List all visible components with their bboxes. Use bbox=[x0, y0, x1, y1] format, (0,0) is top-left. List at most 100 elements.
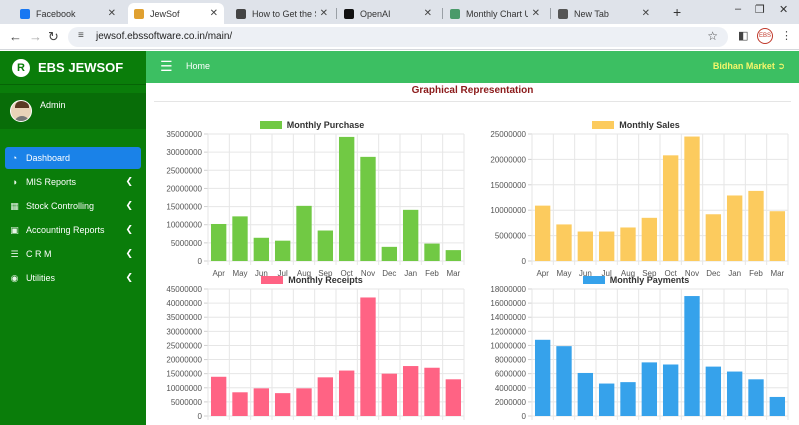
chart-legend[interactable]: Monthly Purchase bbox=[152, 118, 472, 131]
bar-sep[interactable] bbox=[317, 377, 334, 416]
tab-close-icon[interactable]: ✕ bbox=[209, 8, 218, 19]
x-tick-label: Mar bbox=[770, 269, 784, 278]
bar-may[interactable] bbox=[556, 224, 572, 261]
legend-swatch bbox=[259, 120, 282, 129]
bar-jun[interactable] bbox=[253, 388, 270, 416]
bar-may[interactable] bbox=[556, 346, 572, 416]
minimize-button[interactable]: – bbox=[735, 3, 742, 15]
tab-close-icon[interactable]: ✕ bbox=[107, 8, 116, 19]
bar-sep[interactable] bbox=[317, 230, 334, 261]
hamburger-menu-icon[interactable]: ☰ bbox=[160, 58, 173, 74]
bar-sep[interactable] bbox=[641, 362, 658, 416]
bar-mar[interactable] bbox=[445, 250, 462, 261]
bar-jul[interactable] bbox=[598, 383, 615, 416]
sidebar-item-stock-controlling[interactable]: ▦ Stock Controlling ❮ bbox=[5, 195, 141, 217]
y-tick-label: 0 bbox=[198, 412, 203, 421]
bar-feb[interactable] bbox=[748, 379, 764, 416]
tab-close-icon[interactable]: ✕ bbox=[531, 8, 540, 19]
bar-aug[interactable] bbox=[296, 388, 312, 416]
y-tick-label: 35000000 bbox=[166, 130, 202, 139]
bar-feb[interactable] bbox=[424, 243, 440, 261]
chart-legend[interactable]: Monthly Payments bbox=[476, 273, 796, 286]
browser-tab[interactable]: JewSof ✕ bbox=[128, 3, 224, 24]
legend-swatch bbox=[261, 275, 284, 284]
bar-apr[interactable] bbox=[210, 223, 227, 261]
bar-aug[interactable] bbox=[620, 382, 636, 416]
back-icon[interactable]: ← bbox=[9, 29, 22, 44]
browser-tab[interactable]: OpenAI ✕ bbox=[338, 3, 438, 24]
bar-jan[interactable] bbox=[402, 366, 419, 416]
sidebar-item-c-r-m[interactable]: ☰ C R M ❮ bbox=[5, 243, 141, 265]
doc-icon bbox=[450, 8, 460, 19]
bar-apr[interactable] bbox=[210, 376, 227, 416]
chart-legend[interactable]: Monthly Sales bbox=[476, 118, 796, 131]
address-bar[interactable]: ≡ jewsof.ebssoftware.co.in/main/ ☆ bbox=[68, 27, 728, 47]
market-logout-link[interactable]: Bidhan Market ➲ bbox=[713, 61, 785, 72]
bar-mar[interactable] bbox=[769, 211, 786, 261]
bar-jul[interactable] bbox=[598, 231, 615, 261]
cubes-icon: ▦ bbox=[10, 200, 19, 211]
user-panel[interactable]: Admin bbox=[0, 93, 146, 129]
bar-jul[interactable] bbox=[274, 393, 291, 416]
bar-apr[interactable] bbox=[534, 205, 551, 261]
bar-oct[interactable] bbox=[338, 370, 355, 416]
restore-button[interactable]: ❐ bbox=[755, 4, 765, 16]
sidebar-item-accounting-reports[interactable]: ▣ Accounting Reports ❮ bbox=[5, 219, 141, 241]
bar-jun[interactable] bbox=[577, 372, 594, 416]
x-tick-label: Nov bbox=[685, 269, 699, 278]
bar-feb[interactable] bbox=[748, 190, 764, 261]
bar-may[interactable] bbox=[232, 392, 248, 416]
bar-dec[interactable] bbox=[381, 373, 398, 416]
tab-close-icon[interactable]: ✕ bbox=[319, 8, 328, 19]
bar-mar[interactable] bbox=[769, 396, 786, 416]
forward-icon[interactable]: → bbox=[29, 29, 42, 44]
bar-jun[interactable] bbox=[577, 231, 594, 261]
brand[interactable]: R EBS JEWSOF bbox=[0, 51, 146, 85]
browser-tab[interactable]: Monthly Chart Using✕ bbox=[444, 3, 546, 24]
bar-oct[interactable] bbox=[662, 155, 679, 261]
url-text[interactable]: jewsof.ebssoftware.co.in/main/ bbox=[96, 31, 233, 42]
side-panel-icon[interactable]: ◧ bbox=[738, 30, 749, 42]
bar-oct[interactable] bbox=[662, 364, 679, 416]
bar-nov[interactable] bbox=[360, 156, 376, 261]
window-close-button[interactable]: ✕ bbox=[779, 4, 789, 16]
money-icon: ▣ bbox=[10, 224, 19, 235]
profile-avatar[interactable]: EBS bbox=[757, 28, 773, 44]
bar-jan[interactable] bbox=[402, 209, 419, 261]
chevron-left-icon: ❮ bbox=[125, 272, 133, 282]
x-tick-label: Apr bbox=[212, 269, 225, 278]
bar-nov[interactable] bbox=[684, 136, 700, 261]
bar-jan[interactable] bbox=[726, 371, 743, 416]
browser-tab[interactable]: New Tab ✕ bbox=[552, 3, 656, 24]
browser-tab[interactable]: How to Get the Sho...✕ bbox=[230, 3, 334, 24]
bar-sep[interactable] bbox=[641, 217, 658, 261]
bar-aug[interactable] bbox=[296, 205, 312, 261]
bar-apr[interactable] bbox=[534, 339, 551, 416]
tab-close-icon[interactable]: ✕ bbox=[641, 8, 650, 19]
bar-mar[interactable] bbox=[445, 379, 462, 416]
tab-close-icon[interactable]: ✕ bbox=[423, 8, 432, 19]
bookmark-star-icon[interactable]: ☆ bbox=[707, 29, 718, 43]
bar-nov[interactable] bbox=[684, 296, 700, 416]
bar-feb[interactable] bbox=[424, 367, 440, 416]
bar-aug[interactable] bbox=[620, 227, 636, 261]
bar-may[interactable] bbox=[232, 216, 248, 261]
sidebar-item-utilities[interactable]: ◉ Utilities ❮ bbox=[5, 267, 141, 289]
chart-legend[interactable]: Monthly Receipts bbox=[152, 273, 472, 286]
bar-jul[interactable] bbox=[274, 240, 291, 261]
bar-oct[interactable] bbox=[338, 136, 355, 261]
new-tab-button[interactable]: + bbox=[673, 4, 682, 20]
browser-tab[interactable]: Facebook ✕ bbox=[14, 3, 122, 24]
sidebar-item-mis-reports[interactable]: ◑ MIS Reports ❮ bbox=[5, 171, 141, 193]
bar-dec[interactable] bbox=[705, 214, 722, 261]
bar-dec[interactable] bbox=[705, 366, 722, 416]
bar-nov[interactable] bbox=[360, 297, 376, 416]
bar-jan[interactable] bbox=[726, 195, 743, 261]
bar-dec[interactable] bbox=[381, 246, 398, 261]
sidebar-item-dashboard[interactable]: ◔ Dashboard bbox=[5, 147, 141, 169]
home-link[interactable]: Home bbox=[186, 61, 211, 71]
site-info-icon[interactable]: ≡ bbox=[78, 30, 84, 41]
reload-icon[interactable]: ↻ bbox=[48, 29, 59, 44]
browser-menu-icon[interactable]: ⋮ bbox=[781, 30, 792, 42]
bar-jun[interactable] bbox=[253, 237, 270, 261]
